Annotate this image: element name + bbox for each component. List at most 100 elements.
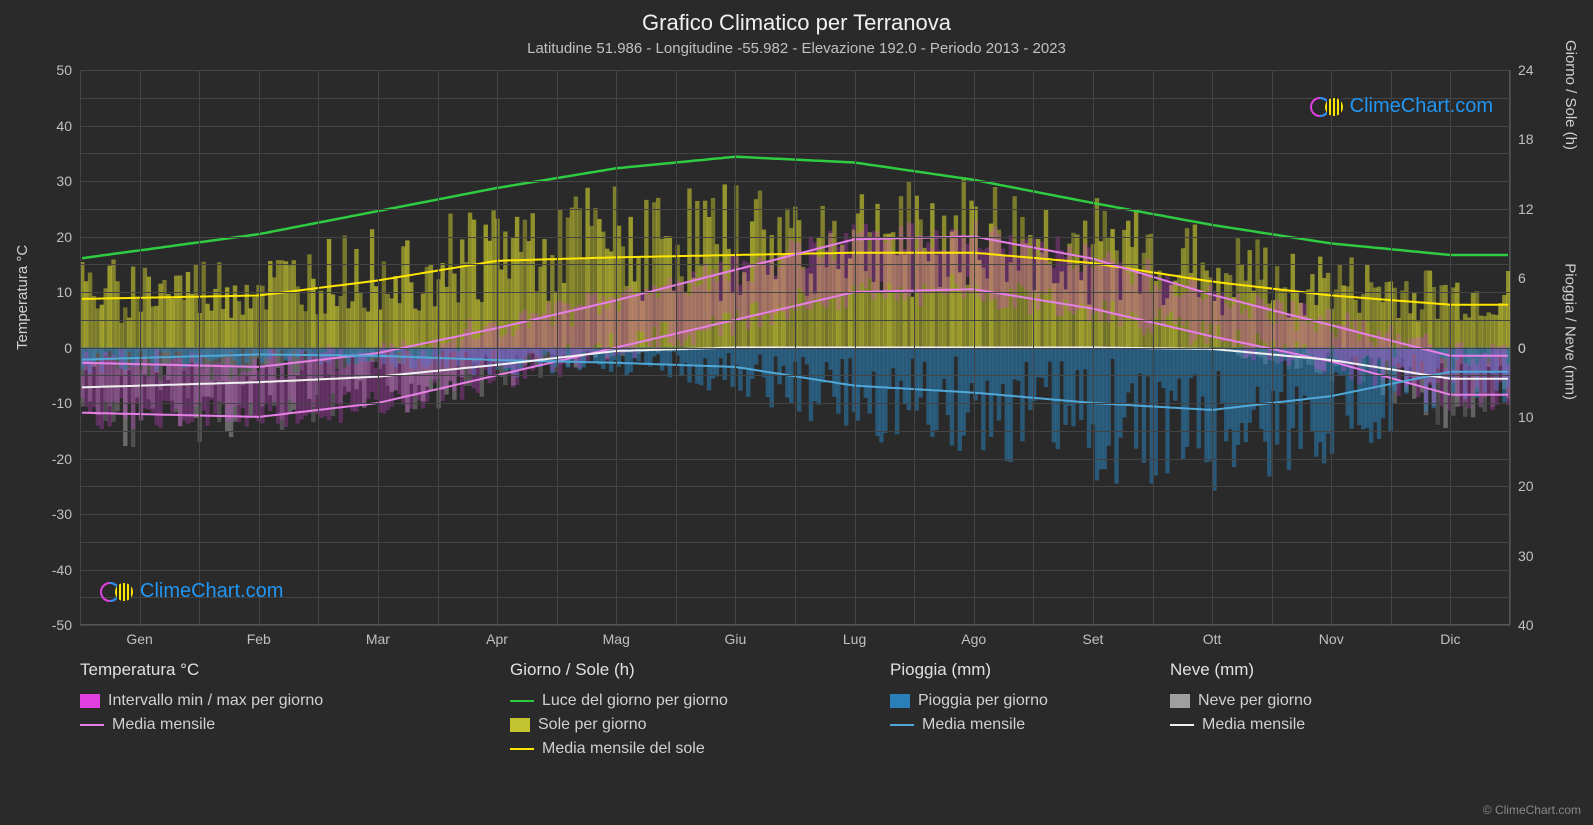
logo-text: ClimeChart.com (140, 580, 283, 603)
legend-swatch (1170, 724, 1194, 726)
logo-text: ClimeChart.com (1350, 95, 1493, 118)
gridline-v (1391, 70, 1392, 625)
legend-label: Media mensile del sole (542, 740, 705, 758)
logo-icon (100, 581, 134, 603)
gridline-v (676, 70, 677, 625)
x-tick-month: Dic (1440, 631, 1460, 647)
legend-item: Sole per giorno (510, 716, 728, 734)
legend-title: Giorno / Sole (h) (510, 660, 728, 680)
y-tick-left: 30 (56, 173, 72, 189)
logo-icon (1310, 96, 1344, 118)
legend-item: Pioggia per giorno (890, 692, 1048, 710)
gridline-v (914, 70, 915, 625)
x-tick-month: Mag (603, 631, 630, 647)
x-tick-month: Mar (366, 631, 390, 647)
legend-title: Temperatura °C (80, 660, 323, 680)
y-tick-left: 40 (56, 118, 72, 134)
gridline-v (1153, 70, 1154, 625)
x-tick-month: Ago (961, 631, 986, 647)
gridline-v (1510, 70, 1511, 625)
gridline-v (974, 70, 975, 625)
chart-plot-area: 50403020100-10-20-30-40-5024181260010203… (80, 70, 1510, 625)
gridline-v (855, 70, 856, 625)
gridline-v (318, 70, 319, 625)
legend-item: Media mensile (890, 716, 1048, 734)
legend-item: Media mensile (1170, 716, 1312, 734)
legend-swatch (510, 718, 530, 732)
gridline-v (497, 70, 498, 625)
y-tick-left: 20 (56, 229, 72, 245)
gridline-v (795, 70, 796, 625)
y-tick-left: -30 (52, 506, 72, 522)
x-tick-month: Ott (1203, 631, 1222, 647)
gridline-v (1212, 70, 1213, 625)
legend-col-temperature: Temperatura °C Intervallo min / max per … (80, 660, 323, 740)
chart-title: Grafico Climatico per Terranova (0, 10, 1593, 36)
legend-swatch (1170, 694, 1190, 708)
y-tick-right-bottom: 40 (1518, 617, 1534, 633)
y-tick-right-bottom: 0 (1518, 340, 1526, 356)
y-tick-right-bottom: 10 (1518, 409, 1534, 425)
legend-label: Pioggia per giorno (918, 692, 1048, 710)
logo-bottom-left: ClimeChart.com (100, 580, 283, 603)
x-tick-month: Feb (247, 631, 271, 647)
gridline-v (1331, 70, 1332, 625)
y-tick-right-top: 12 (1518, 201, 1534, 217)
legend-swatch (890, 724, 914, 726)
legend-item: Media mensile (80, 716, 323, 734)
y-tick-left: 50 (56, 62, 72, 78)
legend-label: Media mensile (1202, 716, 1305, 734)
y-tick-right-top: 6 (1518, 270, 1526, 286)
gridline-v (1272, 70, 1273, 625)
legend-label: Sole per giorno (538, 716, 647, 734)
gridline-v (140, 70, 141, 625)
y-tick-right-top: 24 (1518, 62, 1534, 78)
legend-label: Media mensile (922, 716, 1025, 734)
gridline-v (1033, 70, 1034, 625)
y-tick-left: -40 (52, 562, 72, 578)
legend-label: Media mensile (112, 716, 215, 734)
gridline-v (735, 70, 736, 625)
legend-label: Intervallo min / max per giorno (108, 692, 323, 710)
y-axis-right-bottom-label: Pioggia / Neve (mm) (1562, 263, 1579, 400)
legend-swatch (80, 694, 100, 708)
legend-col-rain: Pioggia (mm) Pioggia per giorno Media men… (890, 660, 1048, 740)
gridline-v (80, 70, 81, 625)
legend-swatch (510, 748, 534, 750)
legend-swatch (80, 724, 104, 726)
legend-item: Intervallo min / max per giorno (80, 692, 323, 710)
x-tick-month: Lug (843, 631, 866, 647)
y-tick-left: -10 (52, 395, 72, 411)
x-tick-month: Giu (725, 631, 747, 647)
logo-top-right: ClimeChart.com (1310, 95, 1493, 118)
gridline-v (438, 70, 439, 625)
legend-item: Media mensile del sole (510, 740, 728, 758)
y-tick-right-bottom: 30 (1518, 548, 1534, 564)
legend-label: Luce del giorno per giorno (542, 692, 728, 710)
legend-title: Neve (mm) (1170, 660, 1312, 680)
legend-item: Neve per giorno (1170, 692, 1312, 710)
y-tick-right-top: 18 (1518, 131, 1534, 147)
legend-col-snow: Neve (mm) Neve per giorno Media mensile (1170, 660, 1312, 740)
legend-item: Luce del giorno per giorno (510, 692, 728, 710)
gridline-v (616, 70, 617, 625)
gridline-v (259, 70, 260, 625)
x-tick-month: Gen (126, 631, 152, 647)
legend-swatch (510, 700, 534, 702)
gridline-v (378, 70, 379, 625)
y-tick-left: -20 (52, 451, 72, 467)
x-tick-month: Nov (1319, 631, 1344, 647)
legend-swatch (890, 694, 910, 708)
legend-label: Neve per giorno (1198, 692, 1312, 710)
legend-title: Pioggia (mm) (890, 660, 1048, 680)
legend-col-daylight: Giorno / Sole (h) Luce del giorno per gi… (510, 660, 728, 764)
chart-subtitle: Latitudine 51.986 - Longitudine -55.982 … (0, 40, 1593, 57)
gridline-h (80, 625, 1510, 626)
y-axis-right-top-label: Giorno / Sole (h) (1562, 40, 1579, 150)
gridline-v (199, 70, 200, 625)
x-tick-month: Apr (486, 631, 508, 647)
gridline-v (1450, 70, 1451, 625)
y-axis-left-label: Temperatura °C (14, 245, 31, 350)
y-tick-left: 0 (64, 340, 72, 356)
copyright-text: © ClimeChart.com (1483, 803, 1581, 817)
